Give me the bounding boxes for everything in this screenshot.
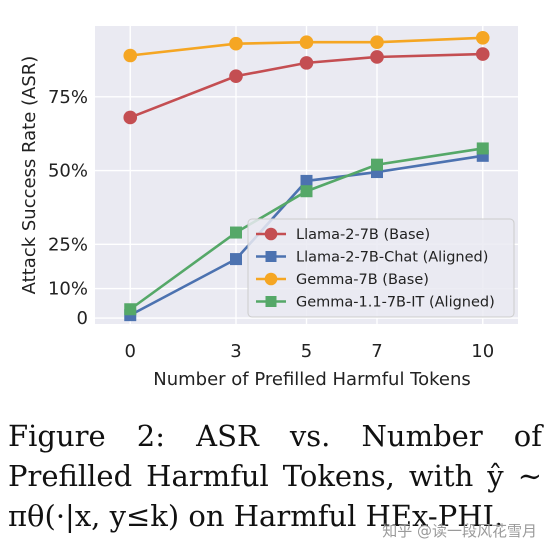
y-tick-label: 10% [48,279,88,300]
series-3 [124,142,489,316]
asr-line-chart: 0 10% 25% 50% 75% 0 3 5 7 10 Number of Prefilled… [19,26,518,390]
data-point [370,35,384,50]
data-point [475,47,490,61]
legend-entry: Llama-2-7B-Chat (Aligned) [256,250,488,266]
legend-label: Llama-2-7B (Base) [296,227,430,243]
data-point [124,303,137,316]
data-point [371,158,383,171]
data-point [230,226,242,239]
data-point [229,69,243,83]
x-tick-label: 3 [230,341,241,362]
x-tick-label: 5 [301,341,312,362]
x-tick-label: 0 [125,341,136,362]
series-0 [123,47,490,125]
legend-entry: Gemma-1.1-7B-IT (Aligned) [256,295,495,311]
data-point [265,296,277,307]
y-tick-label: 50% [48,161,88,182]
y-tick-label: 75% [48,87,88,108]
data-point [265,251,277,262]
legend-label: Gemma-7B (Base) [296,272,429,288]
data-point [476,142,489,155]
x-axis-label: Number of Prefilled Harmful Tokens [153,369,471,390]
data-point [299,56,314,70]
y-tick-label: 25% [48,234,88,255]
x-tick-label: 10 [471,341,494,362]
x-tick-labels: 0 3 5 7 10 [125,341,495,362]
legend-entry: Gemma-7B (Base) [256,272,429,288]
data-point [229,36,243,51]
watermark-text: 知乎 @读一段风花雪月 [382,522,537,540]
data-point [300,174,313,187]
y-tick-label: 0 [77,308,88,329]
legend-label: Llama-2-7B-Chat (Aligned) [296,250,488,266]
data-point [300,185,313,198]
legend-entry: Llama-2-7B (Base) [256,227,430,243]
data-point [475,31,490,45]
legend-label: Gemma-1.1-7B-IT (Aligned) [296,295,495,311]
data-point [123,48,138,63]
y-tick-labels: 0 10% 25% 50% 75% [48,87,88,329]
legend: Llama-2-7B (Base) Llama-2-7B-Chat (Aligne… [247,218,515,318]
figure-caption: Figure 2: ASR vs. Number of Prefilled Ha… [8,419,542,533]
series-2 [123,31,490,63]
data-point [230,253,242,266]
data-point [299,35,314,50]
y-axis-label: Attack Success Rate (ASR) [19,56,40,295]
x-tick-label: 7 [371,341,382,362]
legend-box [247,218,515,318]
data-point [264,227,278,241]
series-layer [123,31,490,322]
data-point [264,272,278,286]
data-point [370,50,384,64]
data-point [123,110,138,125]
